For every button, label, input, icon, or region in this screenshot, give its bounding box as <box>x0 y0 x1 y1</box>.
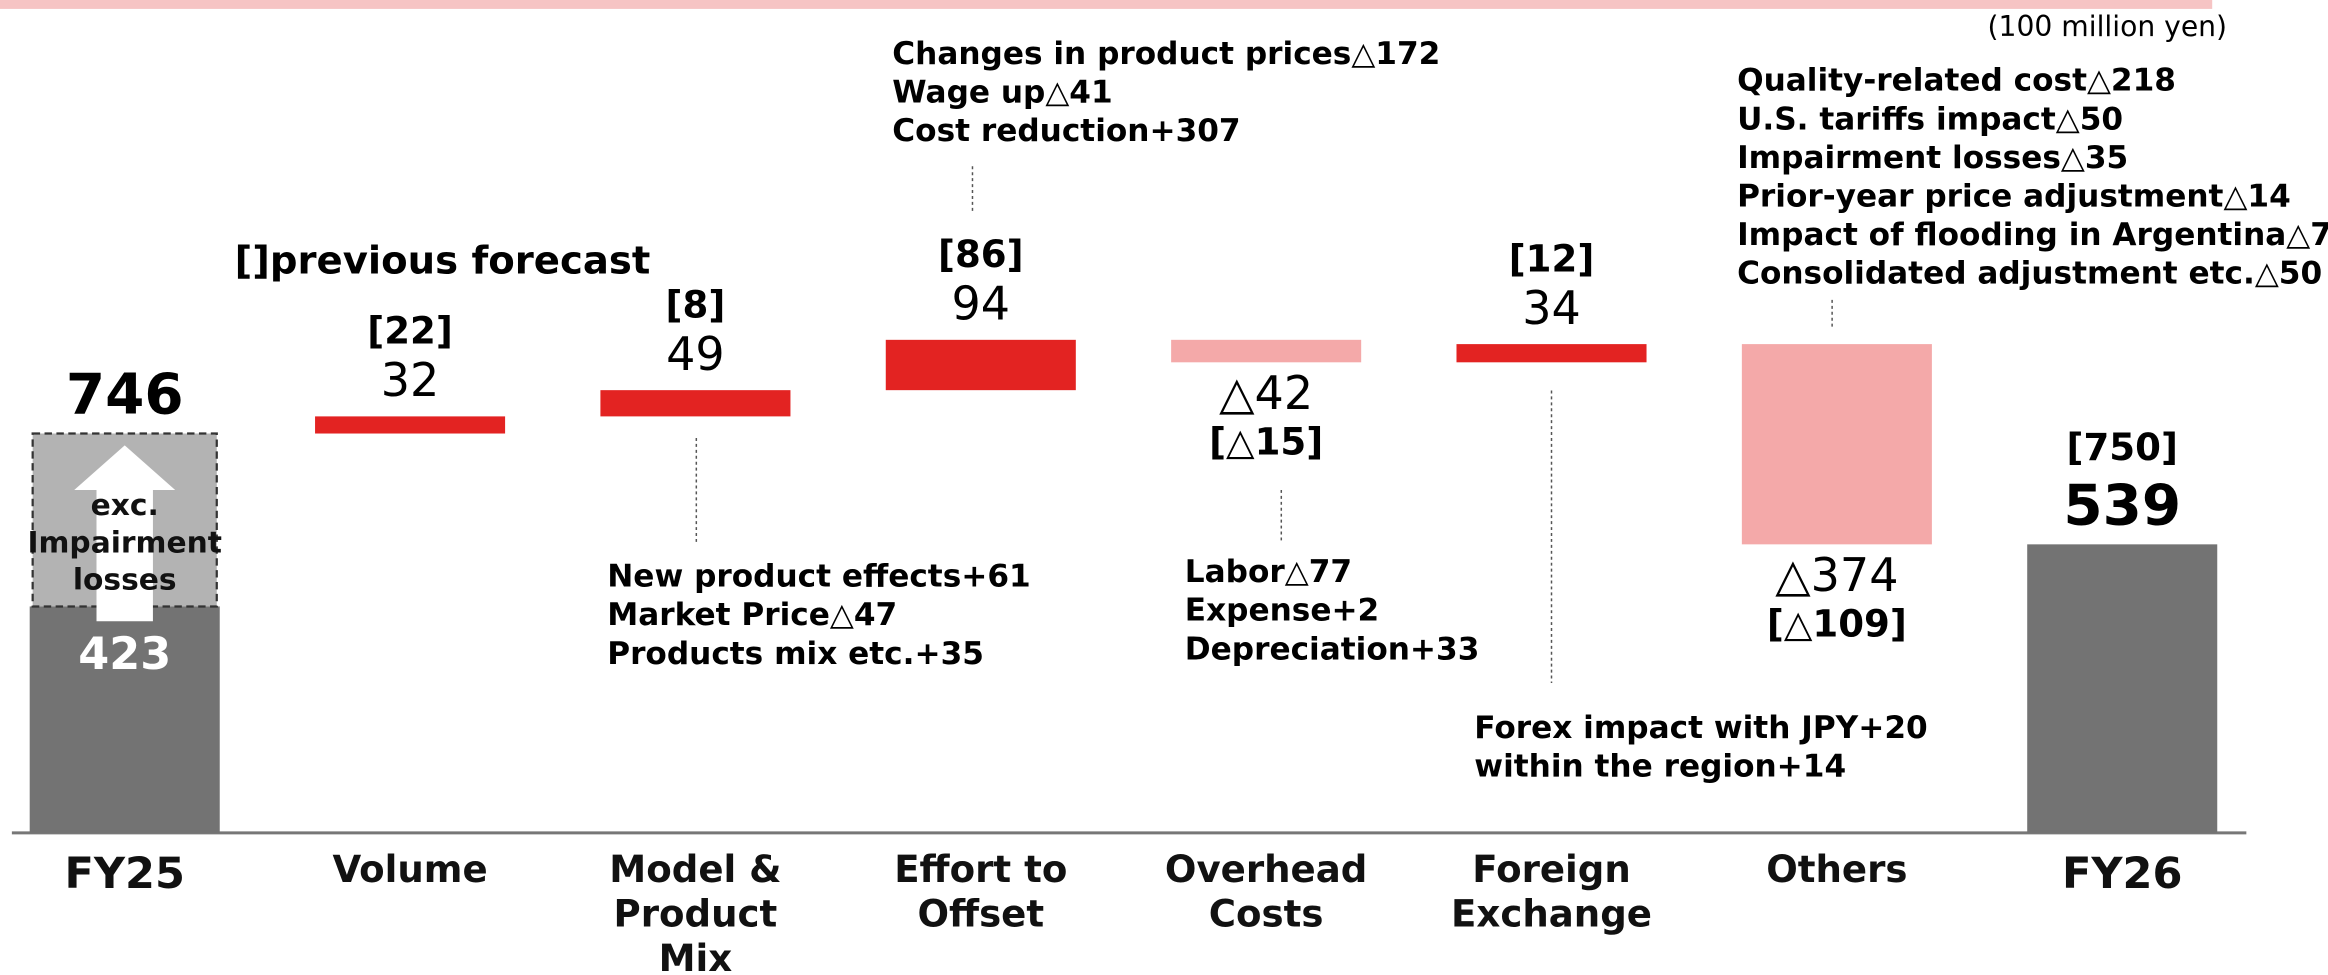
excluding-label: exc. Impairment losses <box>27 486 222 597</box>
bar-total <box>2027 544 2218 833</box>
bar-increase <box>315 416 506 434</box>
detail-text: Prior-year price adjustment△14 <box>1737 178 2291 214</box>
value-label: 32 <box>381 353 440 407</box>
detail-text: Impact of flooding in Argentina△7 <box>1737 217 2328 253</box>
detail-text: Wage up△41 <box>892 75 1112 111</box>
forecast-label: [8] <box>666 284 726 327</box>
category-label: Others <box>1766 847 1908 891</box>
category-label: Volume <box>332 847 488 891</box>
detail-text: Cost reduction+307 <box>892 113 1240 149</box>
detail-text: Products mix etc.+35 <box>607 636 984 672</box>
category-label: Overhead Costs <box>1164 847 1368 936</box>
top-banner <box>0 0 2213 9</box>
value-label: 94 <box>952 277 1011 331</box>
forecast-label: [22] <box>367 310 453 353</box>
bar-increase <box>600 390 791 417</box>
bar-excluding <box>29 606 220 833</box>
detail-text: Market Price△47 <box>607 597 897 633</box>
forecast-label: [750] <box>2067 426 2178 469</box>
detail-text: within the region+14 <box>1474 749 1846 785</box>
detail-text: Depreciation+33 <box>1185 631 1480 667</box>
unit-label: (100 million yen) <box>1988 10 2227 43</box>
forecast-label: [12] <box>1509 237 1595 280</box>
detail-text: U.S. tariffs impact△50 <box>1737 101 2123 137</box>
detail-text: Consolidated adjustment etc.△50 <box>1737 256 2322 292</box>
category-label: Effort to Offset <box>894 847 1068 936</box>
detail-text: Quality-related cost△218 <box>1737 63 2176 99</box>
detail-text: Changes in product prices△172 <box>892 36 1440 72</box>
category-label: Foreign Exchange <box>1451 847 1652 936</box>
detail-text: New product effects+61 <box>607 559 1030 595</box>
detail-text: Labor△77 <box>1185 554 1352 590</box>
excluding-value: 423 <box>78 628 171 680</box>
detail-text: Forex impact with JPY+20 <box>1474 710 1927 746</box>
arrow <box>74 445 176 622</box>
category-label: FY26 <box>2061 847 2183 899</box>
value-label: 49 <box>666 327 725 381</box>
bar-increase <box>1456 344 1647 363</box>
value-label: △42 <box>1219 366 1313 420</box>
forecast-label: [86] <box>938 233 1024 276</box>
bar-decrease <box>1171 339 1362 363</box>
legend-note: []previous forecast <box>235 238 651 283</box>
value-label: 746 <box>66 363 184 428</box>
detail-text: Expense+2 <box>1185 593 1379 629</box>
value-label: △374 <box>1775 548 1898 602</box>
bar-increase <box>885 339 1076 391</box>
value-label: 34 <box>1522 281 1581 335</box>
category-label: Model & Product Mix <box>609 847 782 975</box>
detail-text: Impairment losses△35 <box>1737 140 2128 176</box>
forecast-label: [△15] <box>1209 420 1323 463</box>
value-label: 539 <box>2063 473 2181 538</box>
category-label: FY25 <box>64 847 185 899</box>
bar-decrease <box>1741 344 1932 545</box>
forecast-label: [△109] <box>1767 603 1907 646</box>
